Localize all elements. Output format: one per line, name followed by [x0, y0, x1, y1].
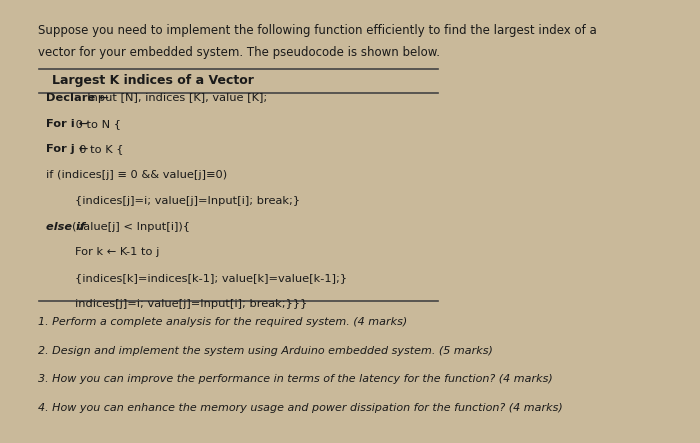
Text: indices[j]=i; value[j]=Input[i]; break;}}}: indices[j]=i; value[j]=Input[i]; break;}…: [46, 299, 307, 309]
Text: Largest K indices of a Vector: Largest K indices of a Vector: [52, 74, 254, 87]
Text: 2. Design and implement the system using Arduino embedded system. (5 marks): 2. Design and implement the system using…: [38, 346, 493, 356]
Text: (value[j] < Input[i]){: (value[j] < Input[i]){: [73, 222, 190, 232]
Text: 0 to K {: 0 to K {: [73, 144, 124, 155]
Text: 4. How you can enhance the memory usage and power dissipation for the function? : 4. How you can enhance the memory usage …: [38, 403, 564, 413]
Text: Input [N], indices [K], value [K];: Input [N], indices [K], value [K];: [80, 93, 267, 103]
Text: if (indices[j] ≡ 0 && value[j]≡0): if (indices[j] ≡ 0 && value[j]≡0): [46, 170, 227, 180]
Text: else if: else if: [46, 222, 85, 232]
Text: {indices[k]=indices[k-1]; value[k]=value[k-1];}: {indices[k]=indices[k-1]; value[k]=value…: [46, 273, 346, 283]
Text: {indices[j]=i; value[j]=Input[i]; break;}: {indices[j]=i; value[j]=Input[i]; break;…: [46, 196, 300, 206]
Text: 3. How you can improve the performance in terms of the latency for the function?: 3. How you can improve the performance i…: [38, 374, 553, 385]
Text: 0 to N {: 0 to N {: [73, 119, 122, 129]
Text: For i ←: For i ←: [46, 119, 88, 129]
Text: For k ← K-1 to j: For k ← K-1 to j: [46, 247, 159, 257]
Text: For j ←: For j ←: [46, 144, 88, 155]
Text: 1. Perform a complete analysis for the required system. (4 marks): 1. Perform a complete analysis for the r…: [38, 317, 407, 327]
Text: vector for your embedded system. The pseudocode is shown below.: vector for your embedded system. The pse…: [38, 46, 440, 58]
Text: Declare ←: Declare ←: [46, 93, 108, 103]
Text: Suppose you need to implement the following function efficiently to find the lar: Suppose you need to implement the follow…: [38, 24, 597, 37]
